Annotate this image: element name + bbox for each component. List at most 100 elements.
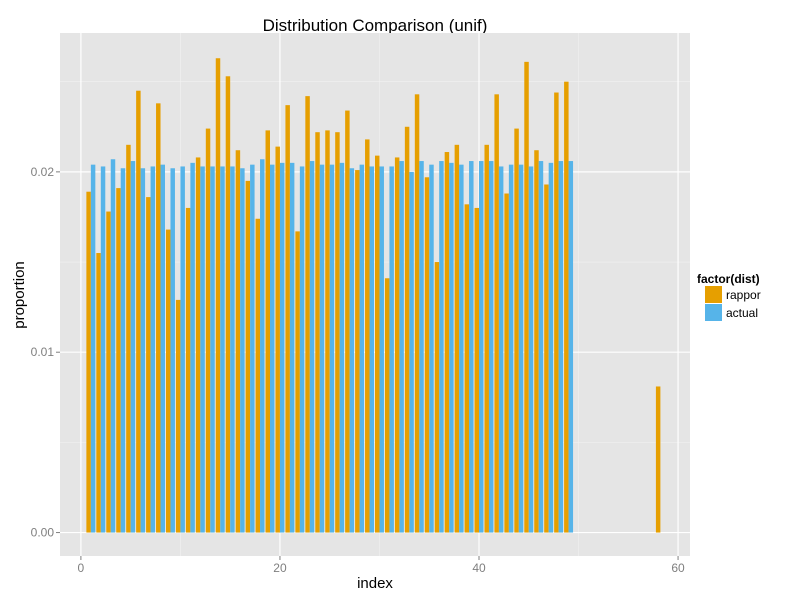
bar-actual: [240, 168, 245, 533]
bar-rappor: [156, 103, 161, 533]
bar-rappor: [235, 150, 241, 533]
bar-actual: [150, 166, 156, 533]
bar-rappor: [185, 207, 191, 533]
bar-actual: [359, 164, 365, 533]
bar-rappor: [106, 211, 111, 533]
bar-actual: [220, 166, 225, 533]
x-tick-label: 40: [472, 561, 486, 575]
bar-rappor: [255, 218, 261, 533]
bar-rappor: [225, 76, 231, 533]
bar-actual: [270, 164, 275, 533]
bar-rappor: [335, 132, 340, 533]
bar-rappor: [484, 144, 489, 533]
bar-rappor: [564, 81, 569, 533]
bar-actual: [140, 168, 146, 533]
legend-label-rappor: rappor: [726, 288, 761, 302]
bar-rappor: [394, 157, 400, 533]
bar-actual: [190, 162, 195, 533]
bar-actual: [488, 161, 494, 533]
bar-actual: [130, 161, 136, 533]
bar-actual: [429, 164, 434, 533]
bar-rappor: [424, 177, 430, 533]
bar-rappor: [414, 94, 420, 533]
bar-rappor: [404, 126, 410, 533]
bar-rappor: [544, 184, 549, 533]
bar-rappor: [175, 299, 181, 533]
bar-actual: [299, 166, 305, 533]
bar-rappor: [365, 139, 370, 533]
bar-actual: [329, 164, 335, 533]
bar-rappor: [146, 197, 151, 533]
y-axis-label: proportion: [11, 261, 28, 329]
bar-actual: [260, 159, 265, 533]
bar-actual: [160, 164, 165, 533]
bar-actual: [289, 162, 295, 533]
bar-rappor: [464, 204, 470, 533]
bar-actual: [349, 168, 355, 533]
bar-rappor: [375, 155, 380, 533]
bar-actual: [538, 161, 544, 533]
bar-actual: [449, 162, 454, 533]
bar-actual: [469, 161, 474, 533]
bar-actual: [479, 161, 484, 533]
bar-rappor: [305, 96, 310, 533]
bar-rappor: [534, 150, 539, 533]
bar-actual: [90, 164, 96, 533]
bar-rappor: [165, 229, 171, 533]
bar-rappor: [325, 130, 330, 533]
x-axis-label: index: [357, 575, 393, 592]
bar-actual: [379, 166, 384, 533]
bar-rappor: [355, 170, 360, 533]
bar-actual: [200, 166, 205, 533]
bar-rappor: [205, 128, 211, 533]
legend-label-actual: actual: [726, 306, 758, 320]
bar-rappor: [195, 157, 201, 533]
bar-rappor: [285, 105, 290, 533]
bar-rappor: [554, 92, 559, 533]
bar-rappor: [86, 191, 91, 533]
bar-actual: [399, 161, 404, 533]
legend-swatch-rappor: [705, 286, 722, 303]
legend-title: factor(dist): [697, 272, 760, 286]
bar-actual: [528, 166, 534, 533]
bar-rappor: [444, 152, 450, 533]
bar-actual: [459, 164, 464, 533]
bar-actual: [279, 162, 285, 533]
bar-actual: [100, 166, 106, 533]
bar-rappor: [474, 207, 480, 533]
y-tick-label: 0.00: [31, 526, 55, 540]
bar-actual: [309, 161, 315, 533]
bar-actual: [230, 166, 235, 533]
bar-rappor: [116, 188, 121, 533]
bar-actual: [389, 166, 394, 533]
bar-rappor: [655, 386, 661, 533]
bar-actual: [120, 168, 126, 533]
bar-rappor: [295, 231, 300, 533]
bar-actual: [439, 161, 444, 533]
x-tick-label: 60: [671, 561, 685, 575]
bar-actual: [369, 166, 375, 533]
bar-rappor: [434, 262, 440, 533]
bar-rappor: [245, 180, 251, 533]
y-tick-label: 0.02: [31, 165, 55, 179]
bar-rappor: [126, 144, 131, 533]
y-axis-ticks: 0.00 0.01 0.02: [31, 165, 60, 540]
bar-rappor: [504, 193, 509, 533]
chart-title: Distribution Comparison (unif): [263, 16, 488, 35]
bar-rappor: [275, 146, 280, 533]
bar-rappor: [136, 90, 141, 533]
y-tick-label: 0.01: [31, 345, 55, 359]
bar-rappor: [454, 144, 460, 533]
bar-actual: [518, 164, 524, 533]
bar-rappor: [96, 253, 101, 533]
bar-actual: [170, 168, 175, 533]
bar-actual: [339, 162, 345, 533]
x-tick-label: 20: [273, 561, 287, 575]
bar-actual: [319, 164, 325, 533]
bar-rappor: [215, 58, 221, 533]
bar-actual: [508, 164, 514, 533]
legend-swatch-actual: [705, 304, 722, 321]
bar-rappor: [345, 110, 350, 533]
bar-rappor: [384, 278, 390, 533]
